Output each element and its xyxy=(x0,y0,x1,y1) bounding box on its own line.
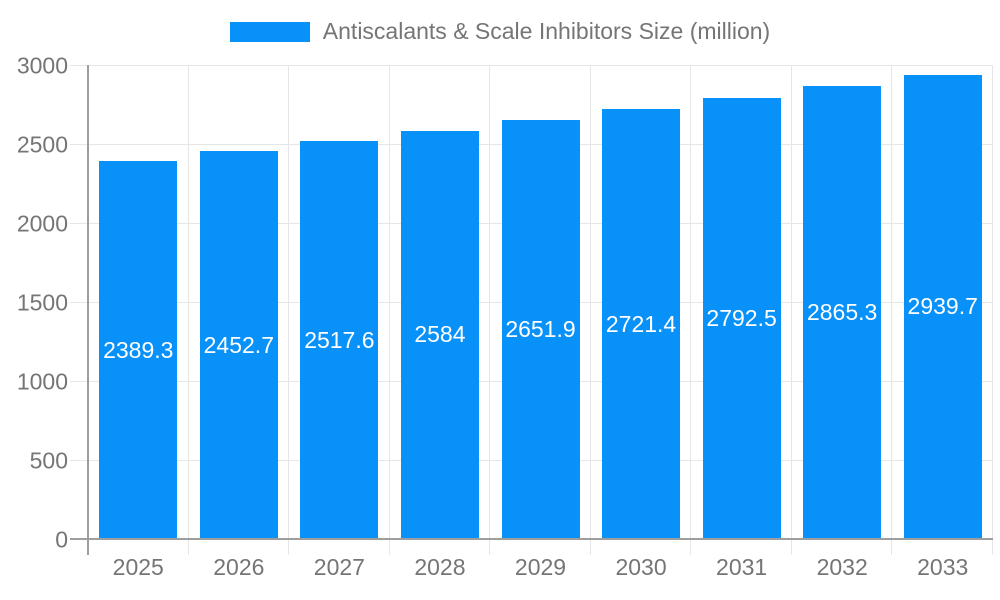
bar-2032[interactable]: 2865.3 xyxy=(803,86,882,539)
y-axis-line xyxy=(87,65,89,555)
chart-legend[interactable]: Antiscalants & Scale Inhibitors Size (mi… xyxy=(0,18,1000,45)
bar-2027[interactable]: 2517.6 xyxy=(300,141,379,539)
bar-2030[interactable]: 2721.4 xyxy=(602,109,681,539)
bar-2033[interactable]: 2939.7 xyxy=(903,74,982,539)
x-gridline xyxy=(489,65,491,555)
y-gridline xyxy=(70,65,993,66)
x-axis-tick-label: 2025 xyxy=(112,554,164,580)
x-axis-tick-label: 2027 xyxy=(313,554,365,580)
bar-value-label: 2452.7 xyxy=(203,331,274,358)
y-axis-tick-label: 2000 xyxy=(16,210,68,237)
bar-value-label: 2721.4 xyxy=(605,310,677,337)
x-axis-tick-label: 2031 xyxy=(716,554,768,580)
x-axis-line xyxy=(70,538,993,540)
bar-value-label: 2389.3 xyxy=(103,336,174,363)
y-axis-tick-label: 500 xyxy=(29,447,68,474)
x-axis-tick-label: 2030 xyxy=(615,554,667,580)
x-gridline xyxy=(992,65,993,555)
x-axis-tick-label: 2029 xyxy=(514,554,567,580)
bar-value-label: 2939.7 xyxy=(907,293,978,320)
bar-2028[interactable]: 2584 xyxy=(400,130,479,539)
x-gridline xyxy=(790,65,792,555)
x-gridline xyxy=(589,65,591,555)
x-axis-tick-label: 2026 xyxy=(213,554,265,580)
bar-value-label: 2865.3 xyxy=(806,299,878,326)
bar-2029[interactable]: 2651.9 xyxy=(501,119,580,539)
legend-label: Antiscalants & Scale Inhibitors Size (mi… xyxy=(322,18,771,44)
x-gridline xyxy=(388,65,390,555)
bar-2025[interactable]: 2389.3 xyxy=(99,161,178,539)
x-gridline xyxy=(288,65,290,555)
bar-value-label: 2584 xyxy=(414,321,466,348)
x-gridline xyxy=(187,65,189,555)
y-axis-tick-label: 1000 xyxy=(16,368,68,395)
x-gridline xyxy=(690,65,692,555)
legend-swatch-icon xyxy=(229,21,310,42)
y-axis-tick-label: 1500 xyxy=(16,289,68,316)
y-axis-tick-label: 2500 xyxy=(16,131,68,158)
bar-value-label: 2792.5 xyxy=(706,304,777,331)
bar-value-label: 2651.9 xyxy=(505,315,576,342)
y-axis-tick-label: 3000 xyxy=(16,52,68,79)
bar-2031[interactable]: 2792.5 xyxy=(702,97,781,539)
y-axis-tick-label: 0 xyxy=(55,526,68,553)
x-axis-tick-label: 2033 xyxy=(917,554,969,580)
x-axis-tick-label: 2032 xyxy=(816,554,868,580)
x-axis-tick-label: 2028 xyxy=(414,554,466,580)
x-gridline xyxy=(891,65,893,555)
bar-value-label: 2517.6 xyxy=(304,326,375,353)
bar-2026[interactable]: 2452.7 xyxy=(199,151,278,539)
